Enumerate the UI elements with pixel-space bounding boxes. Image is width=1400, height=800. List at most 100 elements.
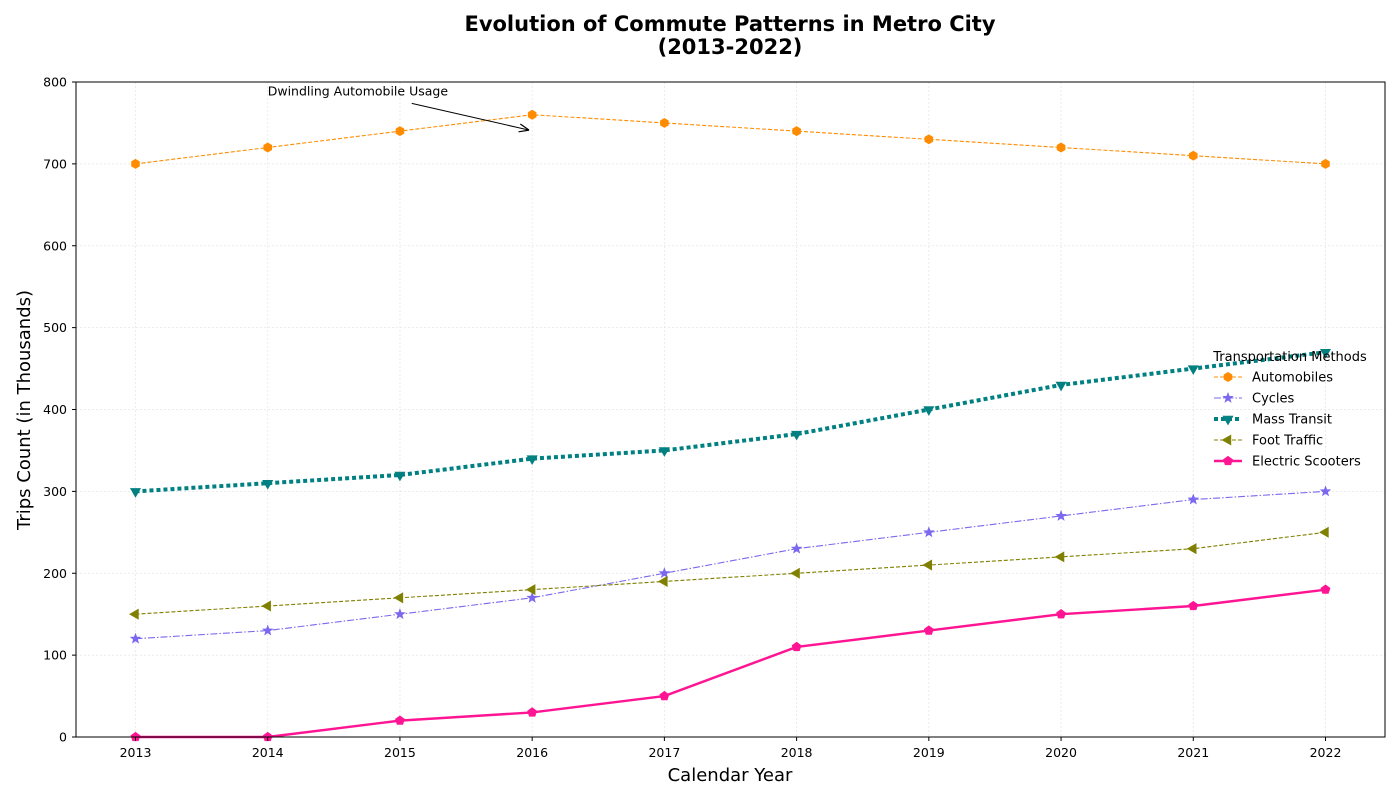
x-tick-label: 2020 <box>1045 745 1077 760</box>
data-point-automobiles <box>1188 150 1198 161</box>
x-tick-label: 2021 <box>1177 745 1209 760</box>
data-point-foot-traffic <box>1186 543 1197 555</box>
x-tick-label: 2017 <box>648 745 680 760</box>
legend-entry-cycles: Cycles <box>1214 392 1295 407</box>
x-tick-label: 2015 <box>384 745 416 760</box>
y-tick-label: 500 <box>43 320 67 335</box>
legend-entry-electric-scooters: Electric Scooters <box>1214 455 1361 470</box>
data-point-mass-transit <box>1187 365 1199 375</box>
data-point-cycles <box>1319 485 1332 497</box>
legend-label: Cycles <box>1252 392 1295 407</box>
data-point-cycles <box>129 632 142 644</box>
x-tick-label: 2014 <box>252 745 284 760</box>
series-line-mass-transit <box>135 350 1326 494</box>
y-tick-label: 200 <box>43 566 67 581</box>
data-point-electric-scooters <box>923 625 934 635</box>
data-point-foot-traffic <box>657 575 668 587</box>
data-point-mass-transit <box>1055 381 1067 392</box>
data-point-mass-transit <box>129 488 142 498</box>
legend: Transportation Methods Automobiles Cycles… <box>1212 350 1367 470</box>
series-line-automobiles <box>135 114 1326 165</box>
y-tick-label: 800 <box>43 75 67 90</box>
data-point-foot-traffic <box>790 567 800 579</box>
x-tick-label: 2019 <box>913 745 945 760</box>
data-point-mass-transit <box>526 455 538 466</box>
annotation-arrow <box>411 102 529 130</box>
y-tick-label: 100 <box>43 648 67 663</box>
series-automobiles <box>131 109 1330 169</box>
data-point-automobiles <box>395 126 405 137</box>
annotation-text: Dwindling Automobile Usage <box>268 83 449 98</box>
data-point-mass-transit <box>658 447 670 457</box>
data-point-electric-scooters <box>791 641 802 652</box>
chart-title-line-1: Evolution of Commute Patterns in Metro C… <box>464 12 995 36</box>
series-electric-scooters <box>130 584 1331 742</box>
x-axis-label: Calendar Year <box>668 765 793 786</box>
data-point-foot-traffic <box>129 608 139 620</box>
data-point-electric-scooters <box>1188 600 1199 611</box>
y-tick-label: 300 <box>43 484 67 499</box>
annotation: Dwindling Automobile Usage <box>268 83 529 130</box>
grid <box>76 81 1385 738</box>
legend-entry-automobiles: Automobiles <box>1214 371 1333 386</box>
series-foot-traffic <box>129 526 1329 620</box>
y-tick-label: 700 <box>43 156 67 171</box>
data-point-foot-traffic <box>922 559 933 571</box>
data-point-foot-traffic <box>525 584 536 596</box>
data-point-electric-scooters <box>395 715 405 725</box>
legend-label: Foot Traffic <box>1252 434 1323 449</box>
data-point-automobiles <box>660 117 669 128</box>
data-point-cycles <box>261 624 274 636</box>
legend-label: Electric Scooters <box>1252 455 1361 470</box>
data-point-cycles <box>526 591 538 603</box>
chart-title-line-2: (2013-2022) <box>658 35 803 59</box>
data-point-foot-traffic <box>393 592 404 604</box>
data-point-mass-transit <box>923 406 935 416</box>
legend-label: Automobiles <box>1252 371 1333 386</box>
data-point-electric-scooters <box>659 690 670 701</box>
data-point-cycles <box>1187 493 1200 505</box>
y-axis-ticks: 0 100 200 300 400 500 600 700 800 <box>43 75 76 745</box>
legend-swatch-marker <box>1221 434 1232 446</box>
data-point-mass-transit <box>791 430 803 441</box>
data-point-automobiles <box>527 109 537 120</box>
data-point-cycles <box>658 567 671 579</box>
data-point-automobiles <box>924 134 934 145</box>
data-point-electric-scooters <box>1320 584 1331 594</box>
data-point-electric-scooters <box>1056 609 1066 619</box>
legend-swatch-marker <box>1223 455 1233 466</box>
y-tick-label: 0 <box>59 730 67 745</box>
data-point-electric-scooters <box>527 707 538 717</box>
data-point-automobiles <box>792 126 801 137</box>
series-line-foot-traffic <box>135 531 1326 615</box>
data-point-automobiles <box>1056 142 1066 153</box>
data-point-mass-transit <box>262 479 274 490</box>
data-point-cycles <box>923 526 935 538</box>
x-tick-label: 2013 <box>120 745 152 760</box>
x-tick-label: 2016 <box>516 745 548 760</box>
x-tick-label: 2022 <box>1310 745 1342 760</box>
data-point-mass-transit <box>1319 348 1332 359</box>
x-tick-label: 2018 <box>781 745 813 760</box>
legend-entry-foot-traffic: Foot Traffic <box>1214 434 1323 449</box>
legend-entry-mass-transit: Mass Transit <box>1214 413 1332 428</box>
legend-swatch-marker <box>1222 415 1234 426</box>
data-point-automobiles <box>1321 158 1330 169</box>
data-point-cycles <box>1055 509 1067 521</box>
data-point-cycles <box>790 542 803 554</box>
series-line-cycles <box>135 490 1326 640</box>
series-mass-transit <box>129 348 1332 498</box>
y-axis-label: Trips Count (in Thousands) <box>14 290 35 531</box>
data-point-automobiles <box>131 158 140 169</box>
legend-swatch-marker <box>1223 372 1233 382</box>
legend-swatch-marker <box>1222 391 1234 403</box>
data-point-foot-traffic <box>1054 551 1065 563</box>
series-cycles <box>129 485 1332 644</box>
data-point-foot-traffic <box>1319 526 1329 538</box>
y-tick-label: 400 <box>43 402 67 417</box>
x-axis-ticks: 2013 2014 2015 2016 2017 2018 2019 2020 2021 2022 <box>120 737 1342 760</box>
y-tick-label: 600 <box>43 238 67 253</box>
data-point-automobiles <box>263 142 273 153</box>
data-point-foot-traffic <box>261 600 271 612</box>
